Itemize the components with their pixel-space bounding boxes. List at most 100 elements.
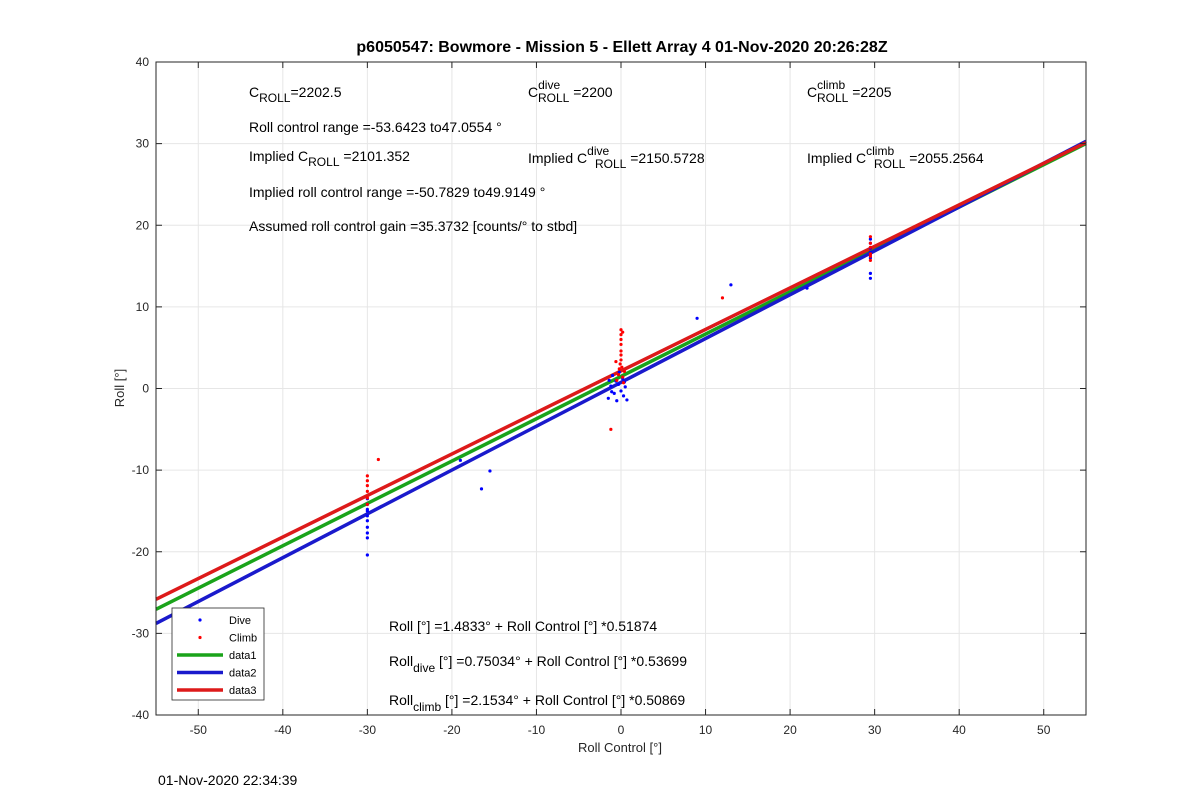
x-axis-label: Roll Control [°] xyxy=(578,740,662,755)
y-tick-label: 0 xyxy=(142,382,149,396)
dive-point xyxy=(729,283,733,287)
x-tick-label: 50 xyxy=(1037,723,1051,737)
dive-point xyxy=(619,389,623,393)
dive-point xyxy=(365,553,369,557)
dive-point xyxy=(868,271,873,276)
footer-timestamp: 01-Nov-2020 22:34:39 xyxy=(158,772,298,788)
x-tick-label: -40 xyxy=(274,723,292,737)
fit-line-data3 xyxy=(155,140,1087,601)
climb-point xyxy=(365,496,369,500)
c-roll-annotation: CROLL=2202.5 xyxy=(249,84,342,105)
gain-annotation: Assumed roll control gain =35.3732 [coun… xyxy=(249,218,577,234)
dive-point xyxy=(365,519,369,523)
dive-point xyxy=(617,370,621,374)
climb-point xyxy=(619,342,623,347)
dive-point xyxy=(479,487,484,491)
dive-point xyxy=(488,469,492,473)
dive-point xyxy=(365,525,369,529)
dive-point xyxy=(868,276,873,280)
dive-point xyxy=(625,398,629,402)
fit-line-data2 xyxy=(155,139,1087,626)
fit-dive-annotation: Rolldive [°] =0.75034° + Roll Control [°… xyxy=(389,653,687,675)
climb-point xyxy=(868,258,873,262)
y-tick-label: 10 xyxy=(136,300,150,314)
implied-c-roll-annotation: Implied CROLL =2101.352 xyxy=(249,148,410,169)
chart-title: p6050547: Bowmore - Mission 5 - Ellett A… xyxy=(356,39,887,56)
dive-point xyxy=(365,507,369,511)
y-tick-label: 30 xyxy=(136,137,150,151)
y-tick-label: 20 xyxy=(136,218,150,232)
dive-point xyxy=(610,373,615,378)
y-tick-label: -10 xyxy=(132,463,150,477)
dive-point xyxy=(365,514,369,518)
dive-point xyxy=(695,316,699,320)
dive-point xyxy=(612,391,616,395)
x-tick-label: -20 xyxy=(443,723,461,737)
climb-point xyxy=(868,245,873,249)
scatter-points xyxy=(365,235,873,557)
y-tick-label: 40 xyxy=(136,55,150,69)
climb-point xyxy=(614,359,618,364)
legend-label: Dive xyxy=(229,615,251,627)
dive-point xyxy=(616,382,621,387)
dive-point xyxy=(615,399,619,403)
climb-point xyxy=(868,252,873,256)
dive-point xyxy=(609,384,613,388)
c-roll-dive-annotation: Cdive ROLL =2200 xyxy=(528,78,613,105)
y-tick-label: -30 xyxy=(132,626,150,640)
climb-point xyxy=(619,349,623,353)
climb-point xyxy=(621,330,625,334)
climb-point xyxy=(621,375,625,379)
dive-point xyxy=(805,286,809,290)
implied-range-annotation: Implied roll control range =-50.7829 to4… xyxy=(249,184,545,200)
climb-point xyxy=(620,365,624,369)
x-tick-label: -30 xyxy=(359,723,377,737)
x-tick-label: -10 xyxy=(528,723,546,737)
dive-point xyxy=(606,396,610,400)
roll-control-range-annotation: Roll control range =-53.6423 to47.0554 ° xyxy=(249,119,502,135)
dive-point xyxy=(868,237,873,241)
legend-label: data3 xyxy=(229,685,257,697)
dive-point xyxy=(623,385,627,389)
legend-label: data1 xyxy=(229,650,257,662)
climb-point xyxy=(609,427,613,431)
implied-c-roll-climb-annotation: Implied Cclimb ROLL =2055.2564 xyxy=(807,144,984,171)
x-tick-label: 20 xyxy=(783,723,797,737)
dive-point xyxy=(458,458,462,462)
climb-point xyxy=(365,474,369,478)
climb-point xyxy=(868,254,873,258)
dive-point xyxy=(365,531,369,535)
climb-point xyxy=(616,373,621,377)
climb-point xyxy=(868,241,873,245)
climb-point xyxy=(617,367,621,371)
y-axis-label: Roll [°] xyxy=(112,369,127,407)
c-roll-climb-annotation: Cclimb ROLL =2205 xyxy=(807,78,892,105)
climb-point xyxy=(365,502,369,507)
x-tick-label: 0 xyxy=(618,723,625,737)
climb-point xyxy=(622,369,626,373)
dive-point xyxy=(610,390,614,394)
legend: Dive Climb data1 data2 data3 xyxy=(171,607,265,701)
climb-point xyxy=(619,353,623,357)
x-tick-label: -50 xyxy=(190,723,208,737)
y-ticks: -40 -30 -20 -10 0 10 20 30 40 xyxy=(132,55,1086,722)
legend-marker-dive xyxy=(198,618,202,622)
climb-point xyxy=(618,362,622,366)
dive-point xyxy=(607,378,611,382)
climb-point xyxy=(619,337,623,342)
fit-lines xyxy=(155,139,1087,626)
fit-all-annotation: Roll [°] =1.4833° + Roll Control [°] *0.… xyxy=(389,618,657,634)
y-tick-label: -40 xyxy=(132,708,150,722)
climb-point xyxy=(619,328,623,332)
climb-point xyxy=(619,358,623,362)
implied-c-roll-dive-annotation: Implied Cdive ROLL =2150.5728 xyxy=(528,144,705,171)
y-tick-label: -20 xyxy=(132,545,150,559)
climb-point xyxy=(615,378,619,382)
climb-point xyxy=(365,479,369,483)
climb-point xyxy=(868,235,873,239)
dive-point xyxy=(621,394,626,398)
fit-climb-annotation: Rollclimb [°] =2.1534° + Roll Control [°… xyxy=(389,692,685,714)
x-ticks: -50 -40 -30 -20 -10 0 10 20 30 40 50 xyxy=(190,62,1051,737)
dive-point xyxy=(365,536,369,540)
